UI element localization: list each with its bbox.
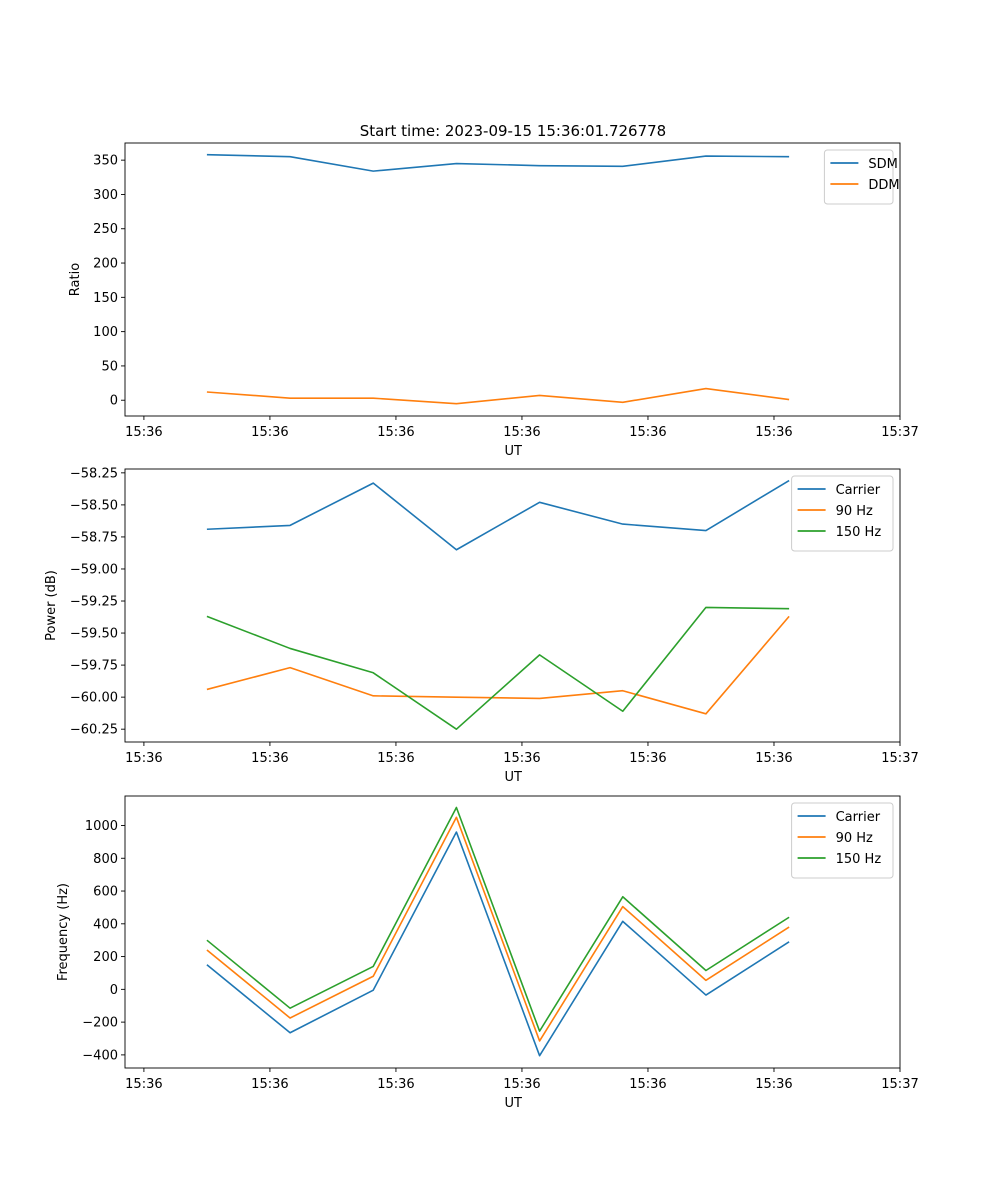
y-tick-label: −200	[82, 1016, 118, 1031]
legend: Carrier 90 Hz 150 Hz	[791, 475, 894, 552]
legend-label: 90 Hz	[836, 831, 873, 846]
y-axis-label: Power (dB)	[44, 570, 59, 641]
x-axis-label: UT	[505, 444, 523, 459]
y-tick-label: 50	[101, 359, 118, 374]
y-tick-label: 200	[93, 950, 118, 965]
series-line-150-hz	[206, 606, 790, 730]
panels: 15:36 15:36 15:36 15:36 15:36 15:36 15:37 0 50 10…	[44, 142, 919, 1111]
y-tick-label: 800	[93, 852, 118, 867]
y-tick-label: −58.75	[70, 530, 118, 545]
y-tick-label: −59.00	[70, 562, 118, 577]
y-tick-label: 150	[93, 291, 118, 306]
x-tick-label: 15:36	[125, 425, 162, 440]
y-tick-label: 1000	[85, 819, 118, 834]
series-line-90-hz	[206, 615, 790, 715]
x-tick-label: 15:37	[881, 425, 918, 440]
y-tick-label: 250	[93, 222, 118, 237]
y-tick-label: −59.50	[70, 627, 118, 642]
y-tick-label: −60.25	[70, 723, 118, 738]
legend-box	[791, 802, 894, 879]
x-tick-label: 15:36	[251, 751, 288, 766]
legend-label: Carrier	[836, 483, 881, 498]
legend-label: 90 Hz	[836, 504, 873, 519]
axes-frame	[124, 142, 901, 417]
legend: Carrier 90 Hz 150 Hz	[791, 802, 894, 879]
series-line-sdm	[206, 153, 790, 172]
y-tick-label: 0	[110, 983, 118, 998]
x-tick-label: 15:36	[629, 1077, 666, 1092]
legend: SDM DDM	[823, 149, 900, 205]
chart-panel-2: 15:36 15:36 15:36 15:36 15:36 15:36 15:37 −60.2…	[44, 466, 919, 785]
chart-panel-1: 15:36 15:36 15:36 15:36 15:36 15:36 15:37 0 50 10…	[68, 142, 919, 459]
legend-label: SDM	[868, 157, 897, 172]
series-line-90-hz	[206, 816, 790, 1042]
x-tick-label: 15:36	[629, 751, 666, 766]
y-tick-label: −60.00	[70, 691, 118, 706]
y-tick-label: −400	[82, 1048, 118, 1063]
x-tick-label: 15:36	[251, 425, 288, 440]
x-tick-label: 15:36	[377, 425, 414, 440]
x-axis-label: UT	[505, 770, 523, 785]
y-tick-label: −59.25	[70, 595, 118, 610]
y-tick-label: −58.50	[70, 498, 118, 513]
x-tick-label: 15:36	[377, 751, 414, 766]
axes-frame	[124, 795, 901, 1069]
y-tick-label: 600	[93, 885, 118, 900]
y-axis-label: Frequency (Hz)	[56, 883, 71, 981]
y-tick-label: −58.25	[70, 466, 118, 481]
axes-frame	[124, 468, 901, 743]
legend-label: Carrier	[836, 810, 881, 825]
y-tick-label: 200	[93, 257, 118, 272]
series-line-ddm	[206, 387, 790, 405]
x-tick-label: 15:37	[881, 751, 918, 766]
y-tick-label: 100	[93, 325, 118, 340]
y-tick-label: −59.75	[70, 659, 118, 674]
x-tick-label: 15:37	[881, 1077, 918, 1092]
series-line-150-hz	[206, 806, 790, 1032]
y-tick-label: 300	[93, 188, 118, 203]
x-tick-label: 15:36	[377, 1077, 414, 1092]
y-axis-label: Ratio	[68, 263, 83, 296]
x-tick-label: 15:36	[125, 751, 162, 766]
x-tick-label: 15:36	[251, 1077, 288, 1092]
x-tick-label: 15:36	[503, 751, 540, 766]
series-line-carrier	[206, 831, 790, 1057]
series-line-carrier	[206, 479, 790, 551]
legend-label: 150 Hz	[836, 852, 882, 867]
legend-label: 150 Hz	[836, 525, 882, 540]
x-tick-label: 15:36	[503, 425, 540, 440]
x-tick-label: 15:36	[503, 1077, 540, 1092]
x-tick-label: 15:36	[629, 425, 666, 440]
x-tick-label: 15:36	[755, 1077, 792, 1092]
y-tick-label: 400	[93, 917, 118, 932]
chart-panel-3: 15:36 15:36 15:36 15:36 15:36 15:36 15:37 −400 −…	[56, 795, 919, 1111]
figure-title: Start time: 2023-09-15 15:36:01.726778	[360, 122, 666, 140]
y-tick-label: 0	[110, 394, 118, 409]
legend-label: DDM	[868, 178, 899, 193]
y-tick-label: 350	[93, 154, 118, 169]
legend-box	[791, 475, 894, 552]
x-tick-label: 15:36	[125, 1077, 162, 1092]
x-tick-label: 15:36	[755, 751, 792, 766]
x-tick-label: 15:36	[755, 425, 792, 440]
x-axis-label: UT	[505, 1096, 523, 1111]
